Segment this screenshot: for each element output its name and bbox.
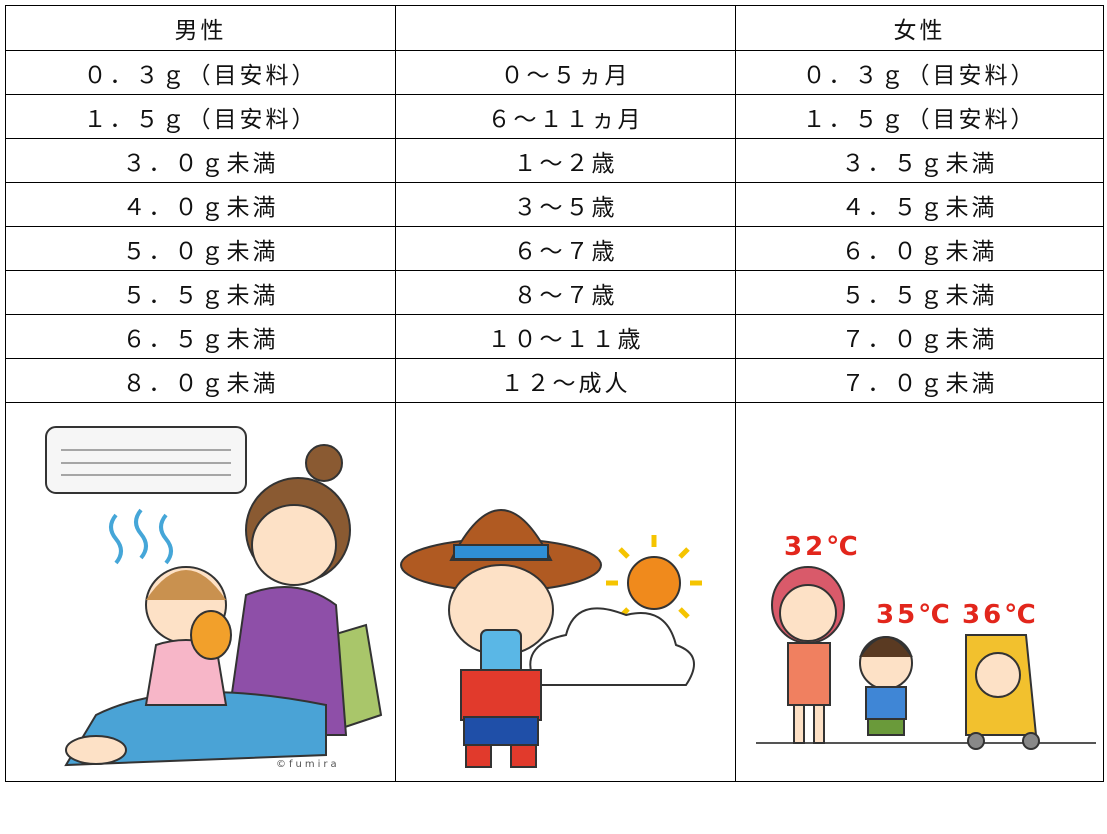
data-cell: ６～７歳 [395, 226, 736, 271]
data-cell: ０．３ｇ（目安料） [5, 50, 396, 95]
data-cell: １０～１１歳 [395, 314, 736, 359]
data-cell: ４．０ｇ未満 [5, 182, 396, 227]
picture-cell: 32℃ 35℃ 36℃ [735, 402, 1104, 782]
data-row: ４．０ｇ未満 ３～５歳 ４．５ｇ未満 [5, 182, 1104, 227]
credit: ©fumira [276, 759, 340, 770]
data-cell: ７．０ｇ未満 [735, 358, 1104, 403]
header-cell: 男性 [5, 5, 396, 51]
temperature-label: 35℃ [876, 600, 953, 630]
data-cell: １～２歳 [395, 138, 736, 183]
data-row: ６．５ｇ未満 １０～１１歳 ７．０ｇ未満 [5, 314, 1104, 359]
data-cell: １．５ｇ（目安料） [735, 94, 1104, 139]
data-cell: ０～５ヵ月 [395, 50, 736, 95]
data-row: ３．０ｇ未満 １～２歳 ３．５ｇ未満 [5, 138, 1104, 183]
data-row: ５．５ｇ未満 ８～７歳 ５．５ｇ未満 [5, 270, 1104, 315]
data-cell: ８～７歳 [395, 270, 736, 315]
heat-height-illustration: 32℃ 35℃ 36℃ [756, 532, 1096, 750]
data-row: ５．０ｇ未満 ６～７歳 ６．０ｇ未満 [5, 226, 1104, 271]
picture-cell [395, 402, 736, 782]
data-cell: ６～１１ヵ月 [395, 94, 736, 139]
header-cell: 女性 [735, 5, 1104, 51]
data-cell: ３．５ｇ未満 [735, 138, 1104, 183]
data-cell: ５．５ｇ未満 [735, 270, 1104, 315]
data-cell: １．５ｇ（目安料） [5, 94, 396, 139]
temperature-label: 32℃ [784, 532, 861, 562]
data-cell: ６．５ｇ未満 [5, 314, 396, 359]
data-row: ８．０ｇ未満 １２～成人 ７．０ｇ未満 [5, 358, 1104, 403]
temperature-label: 36℃ [962, 600, 1039, 630]
data-cell: ３．０ｇ未満 [5, 138, 396, 183]
data-cell: ５．５ｇ未満 [5, 270, 396, 315]
data-row: １．５ｇ（目安料） ６～１１ヵ月 １．５ｇ（目安料） [5, 94, 1104, 139]
data-cell: ４．５ｇ未満 [735, 182, 1104, 227]
data-row: ０．３ｇ（目安料） ０～５ヵ月 ０．３ｇ（目安料） [5, 50, 1104, 95]
picture-row: ©fumira [5, 402, 1104, 782]
header-row: 男性 女性 [5, 5, 1104, 51]
data-cell: ５．０ｇ未満 [5, 226, 396, 271]
data-cell: １２～成人 [395, 358, 736, 403]
data-cell: ６．０ｇ未満 [735, 226, 1104, 271]
data-cell: ８．０ｇ未満 [5, 358, 396, 403]
boy-sun-illustration [400, 509, 702, 768]
salt-table: 男性 女性 ０．３ｇ（目安料） ０～５ヵ月 ０．３ｇ（目安料） １．５ｇ（目安料） ６～… [5, 5, 1104, 782]
picture-cell: ©fumira [5, 402, 396, 782]
data-cell: ０．３ｇ（目安料） [735, 50, 1104, 95]
mother-baby-illustration: ©fumira [45, 426, 383, 770]
data-cell: ７．０ｇ未満 [735, 314, 1104, 359]
header-cell [395, 5, 736, 51]
data-cell: ３～５歳 [395, 182, 736, 227]
